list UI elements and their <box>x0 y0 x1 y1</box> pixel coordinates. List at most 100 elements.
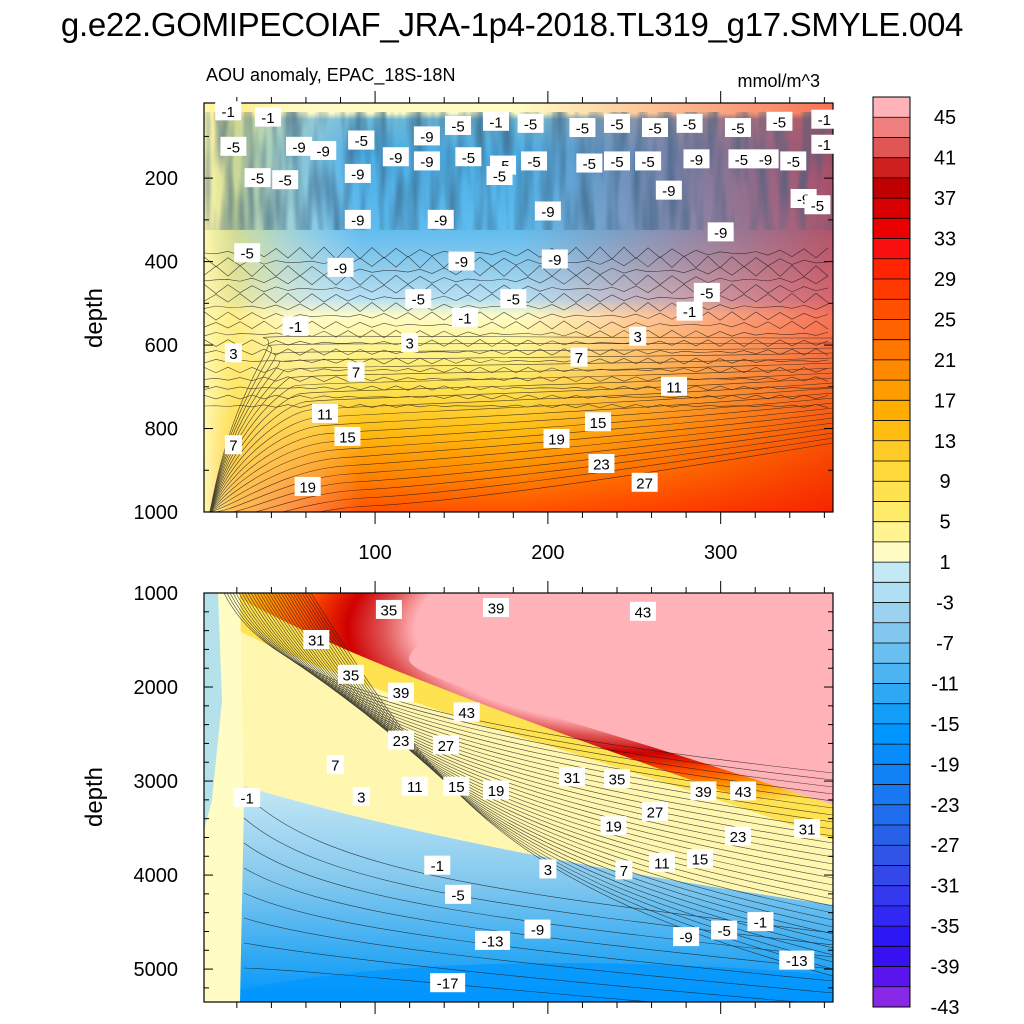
contour-label-bg <box>310 140 337 160</box>
colorbar-box <box>873 541 910 563</box>
contour-line <box>210 432 833 512</box>
contour-label-bg <box>337 664 364 684</box>
y-tick-label: 3000 <box>134 771 179 793</box>
contour-label: -5 <box>787 154 800 171</box>
lower-contour-labels: 35 39 43 31 35 39 43 23 27 7 11 15 19 31 35 39 43 3 -1 27 19… <box>234 598 821 993</box>
contour-label-bg <box>747 912 774 932</box>
contour-label: 19 <box>605 819 622 836</box>
contour-line <box>210 422 833 512</box>
contour-label-bg <box>603 151 630 171</box>
y-tick-label: 1000 <box>134 583 179 605</box>
contour-label-bg <box>344 209 371 229</box>
contour-line <box>204 366 829 374</box>
contour-label-bg <box>521 151 548 171</box>
contour-label: -1 <box>754 915 767 932</box>
contour-line <box>204 394 829 400</box>
contour-label: -9 <box>317 143 330 160</box>
colorbar-box <box>873 885 910 907</box>
contour-line <box>253 593 833 844</box>
contour-line <box>256 593 833 851</box>
contour-label-bg <box>413 151 440 171</box>
contour-label-bg <box>286 136 313 156</box>
contour-label: -5 <box>241 246 254 263</box>
contour-label: -5 <box>524 116 537 133</box>
contour-line <box>292 593 833 935</box>
contour-label-bg <box>215 101 242 121</box>
contour-label: 35 <box>343 667 360 684</box>
contour-label: 39 <box>695 784 712 801</box>
contour-label: -9 <box>679 930 692 947</box>
contour-label-bg <box>347 362 365 382</box>
colorbar-box <box>873 986 910 1008</box>
contour-line <box>204 339 829 347</box>
contour-label: 7 <box>331 758 339 775</box>
contour-label: -1 <box>458 310 471 327</box>
contour-label: 27 <box>438 738 455 755</box>
contour-label-bg <box>707 222 734 242</box>
contour-label: 19 <box>548 431 565 448</box>
contour-label-bg <box>382 147 409 167</box>
contour-label-bg <box>430 973 466 993</box>
colorbar-box <box>873 804 910 826</box>
contour-label: -9 <box>714 225 727 242</box>
contour-label: -5 <box>648 121 661 138</box>
colorbar-box <box>873 562 910 583</box>
contour-label: -1 <box>818 137 831 154</box>
contour-label: -9 <box>531 922 544 939</box>
upper-y-axis-label: depth <box>81 288 108 348</box>
contour-label: -5 <box>451 118 464 135</box>
contour-label: -9 <box>420 154 433 171</box>
contour-label-bg <box>794 818 821 838</box>
contour-label-bg <box>455 147 482 167</box>
contour-line <box>204 265 829 277</box>
contour-label-bg <box>811 109 838 129</box>
contour-label: 19 <box>299 479 316 496</box>
contour-line <box>209 387 833 512</box>
colorbar-box <box>873 764 910 786</box>
contour-label-bg <box>728 149 755 169</box>
contour-label: -5 <box>279 173 292 190</box>
contour-line <box>209 357 833 512</box>
contour-label: -5 <box>700 285 713 302</box>
colorbar-frame <box>872 96 911 1008</box>
contour-label-bg <box>303 630 330 650</box>
contour-line <box>232 593 833 795</box>
colorbar-tick-label: -39 <box>931 957 960 979</box>
colorbar-box <box>873 744 910 765</box>
y-tick-label: 5000 <box>134 959 179 981</box>
colorbar-box <box>873 481 910 502</box>
contour-line <box>209 402 833 512</box>
colorbar-box <box>873 663 910 684</box>
contour-line <box>209 382 833 512</box>
contour-label-bg <box>375 599 402 619</box>
contour-label: 11 <box>407 779 423 796</box>
contour-label-bg <box>730 781 757 801</box>
contour-label: 35 <box>609 772 626 789</box>
contour-label-bg <box>220 136 247 156</box>
contour-label: 31 <box>564 770 581 787</box>
contour-label-bg <box>569 118 596 138</box>
contour-label-bg <box>401 776 428 796</box>
colorbar-tick-label: 1 <box>939 552 950 574</box>
colorbar-box <box>873 683 910 705</box>
contour-label-bg <box>588 454 615 474</box>
contour-label-bg <box>401 332 419 352</box>
contour-label-bg <box>724 118 751 138</box>
contour-label: -9 <box>662 183 675 200</box>
contour-line <box>223 593 833 774</box>
contour-label: -5 <box>251 171 264 188</box>
colorbar-tick-label: -15 <box>931 714 960 736</box>
contour-label: -5 <box>811 198 824 215</box>
contour-label: -1 <box>222 104 235 121</box>
contour-label-bg <box>405 289 432 309</box>
contour-label-bg <box>282 316 309 336</box>
colorbar-tick-label: 13 <box>934 431 956 453</box>
contour-label: -1 <box>818 112 831 129</box>
contour-line <box>204 255 829 269</box>
lower-y-axis-label: depth <box>81 767 108 827</box>
colorbar-box <box>873 299 910 320</box>
contour-label-bg <box>445 115 472 135</box>
contour-label: -5 <box>610 116 623 133</box>
contour-label-bg <box>387 682 414 702</box>
contour-label: -9 <box>420 129 433 146</box>
